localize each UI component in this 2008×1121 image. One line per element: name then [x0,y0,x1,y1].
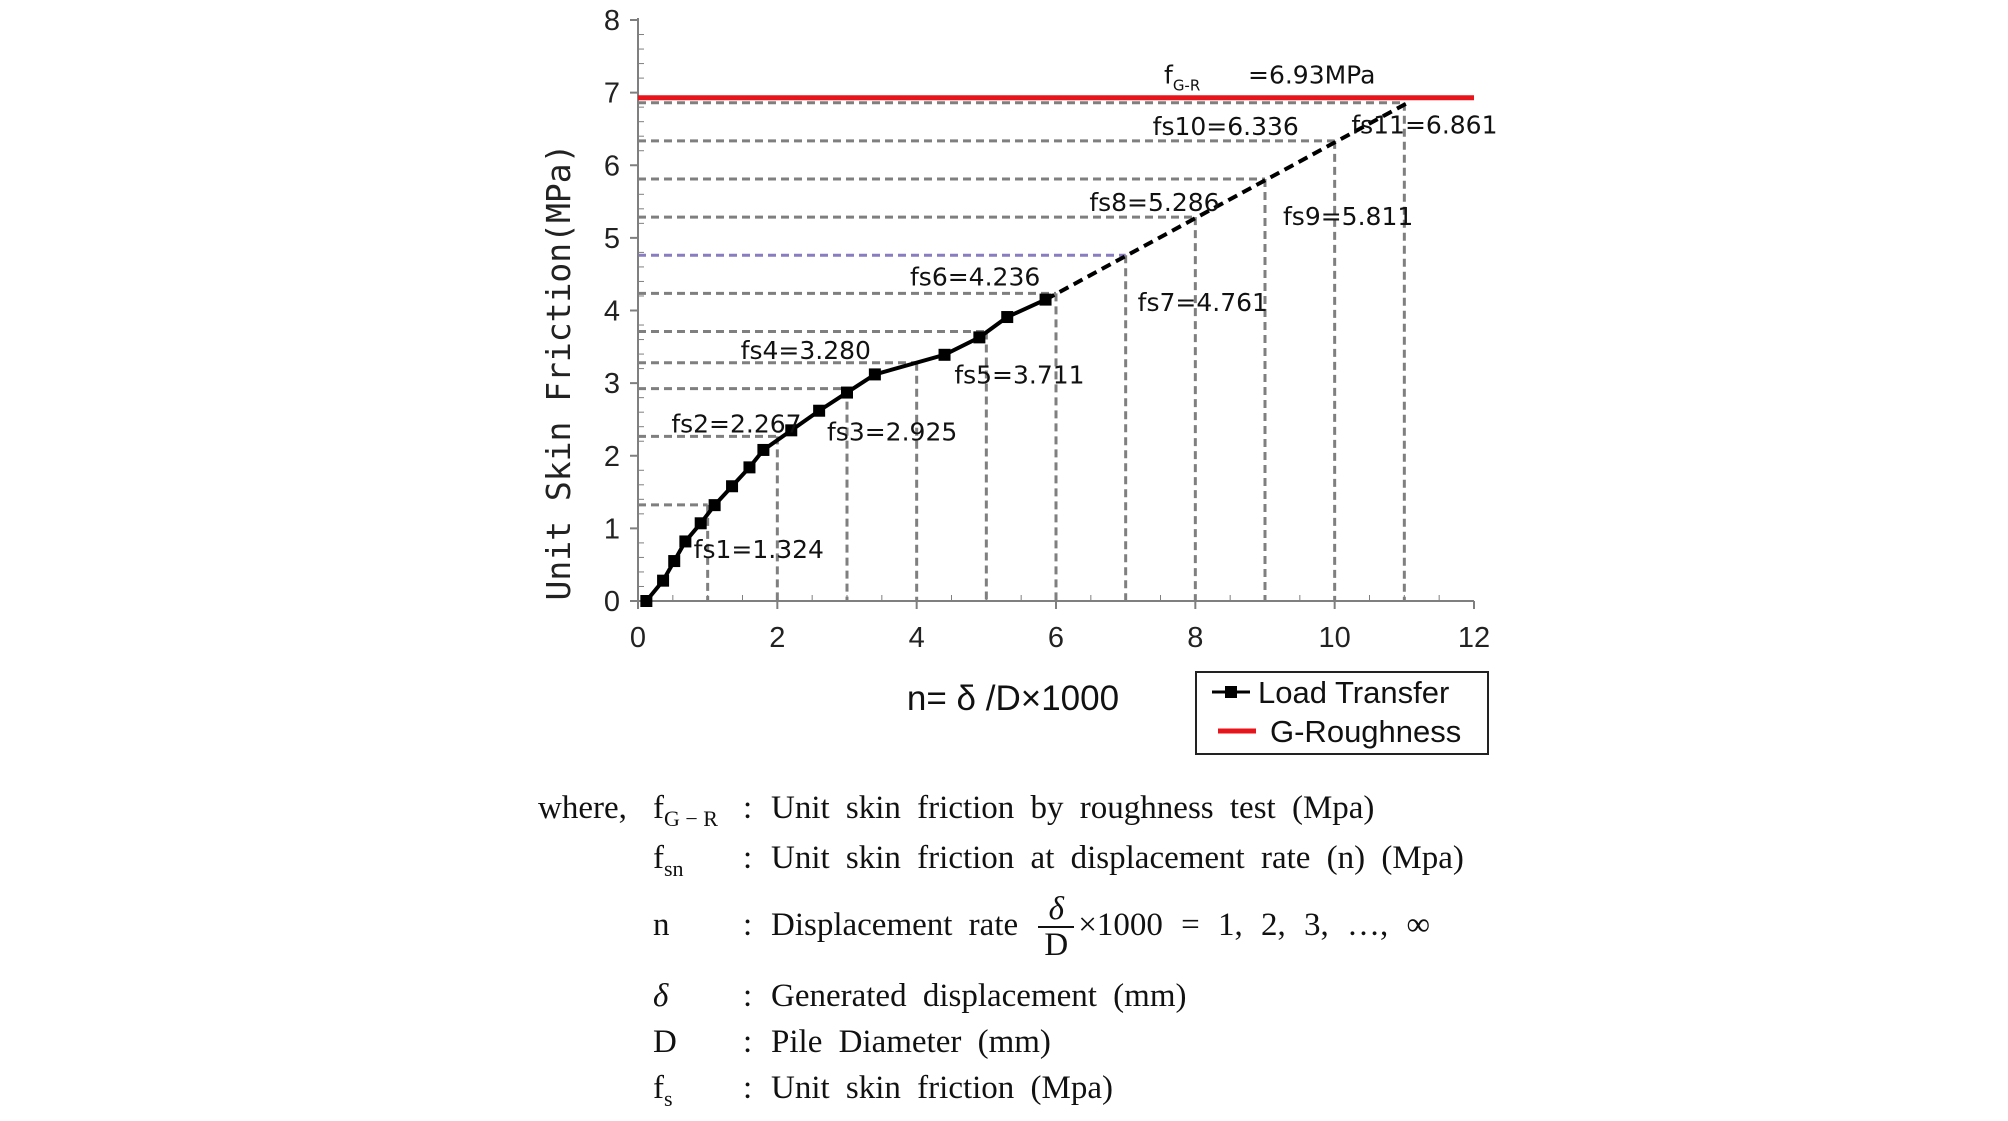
load-transfer-point [640,595,653,607]
x-axis-label: n= δ /D×1000 [907,679,1119,718]
y-tick-label: 7 [604,78,620,110]
fs-label: fs7=4.761 [1138,288,1268,317]
load-transfer-point [726,480,739,493]
extrapolation-line [1044,100,1409,302]
fs-label: fs4=3.280 [741,336,871,365]
load-transfer-point [708,499,721,512]
load-transfer-point [785,424,798,437]
load-transfer-point [757,443,770,456]
symbol-definitions: where, fG − R : Unit skin friction by ro… [538,786,1538,1111]
series [638,95,1474,607]
symbol-d: D [653,1024,677,1060]
x-tick-label: 4 [909,622,925,654]
data-labels: fs1=1.324 fs2=2.267 fs3=2.925 fs4=3.280 fs5=… [671,61,1497,564]
symbol-delta: δ [653,978,669,1014]
load-transfer-point [868,368,881,381]
x-tick-label: 6 [1048,622,1064,654]
load-transfer-point [743,461,756,474]
legend-g-roughness-label: G-Roughness [1270,714,1461,749]
symbol-fsn: fsn [653,840,684,881]
definition-delta: Generated displacement (mm) [771,978,1187,1014]
legend: Load Transfer G-Roughness [1195,671,1489,755]
symbol-fgr: fG − R [653,790,718,831]
x-tick-label: 12 [1458,622,1490,654]
symbol-n: n [653,907,670,943]
definition-d: Pile Diameter (mm) [771,1024,1051,1060]
y-tick-label: 1 [604,513,620,545]
fs-label: fs10=6.336 [1153,112,1299,141]
y-tick-label: 8 [604,5,620,37]
x-tick-label: 2 [769,622,785,654]
y-tick-label: 2 [604,441,620,473]
fs-label: fs3=2.925 [827,418,957,447]
x-tick-label: 10 [1319,622,1351,654]
y-tick-label: 4 [604,296,620,328]
definition-fsn: Unit skin friction at displacement rate … [771,840,1464,876]
legend-load-transfer-marker [1225,686,1237,698]
fs-label: fs1=1.324 [694,535,824,564]
y-tick-label: 0 [604,586,620,618]
legend-box [1195,671,1489,755]
load-transfer-point [657,574,670,587]
legend-load-transfer-label: Load Transfer [1258,675,1449,710]
load-transfer-point [679,535,692,548]
y-tick-label: 5 [604,223,620,255]
fs-label: fs11=6.861 [1351,111,1497,140]
fs-label: fs6=4.236 [910,262,1040,291]
where-lead: where, [538,790,627,826]
x-tick-label: 0 [630,622,646,654]
fs-label: fs9=5.811 [1283,202,1413,231]
definition-fgr: Unit skin friction by roughness test (Mp… [771,790,1375,826]
symbol-fs: fs [653,1070,673,1111]
load-transfer-point [668,555,681,568]
load-transfer-point [813,404,826,417]
load-transfer-point [938,348,951,361]
y-tick-label: 3 [604,368,620,400]
x-tick-label: 8 [1187,622,1203,654]
y-axis-label: Unit Skin Friction(MPa) [539,144,578,601]
y-tick-label: 6 [604,150,620,182]
fs-label: fs5=3.711 [954,360,1084,389]
load-transfer-point [1001,311,1014,324]
definition-fs: Unit skin friction (Mpa) [771,1070,1114,1106]
load-transfer-point [694,517,707,530]
g-roughness-label: fG-R =6.93MPa [1164,61,1375,95]
fs-label: fs2=2.267 [671,409,801,438]
reference-lines [638,101,1406,601]
load-transfer-point [973,331,986,344]
fs-label: fs8=5.286 [1089,188,1219,217]
load-transfer-point [841,386,853,399]
definition-n: Displacement rate δ D ×1000 = 1, 2, 3, …, … [771,891,1430,964]
